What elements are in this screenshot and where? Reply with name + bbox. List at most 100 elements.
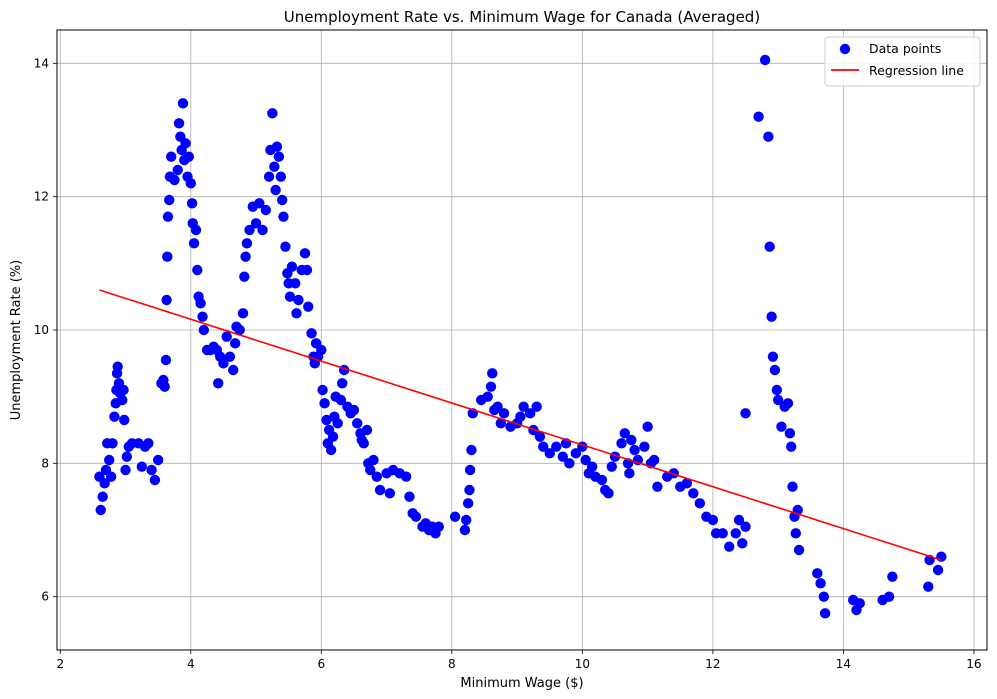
data-point xyxy=(449,511,461,522)
data-point xyxy=(365,464,376,476)
data-point xyxy=(371,471,382,482)
data-point xyxy=(213,378,224,389)
data-point xyxy=(753,111,764,122)
data-point xyxy=(198,324,210,336)
data-point xyxy=(854,598,865,609)
data-point xyxy=(580,454,591,466)
data-point xyxy=(159,381,170,392)
data-point xyxy=(551,441,562,452)
data-point xyxy=(790,528,801,539)
data-point xyxy=(166,151,177,162)
data-point xyxy=(883,591,895,602)
x-tick-label: 8 xyxy=(448,657,456,671)
data-point xyxy=(495,418,506,429)
data-point xyxy=(183,151,195,162)
data-point xyxy=(109,411,120,422)
data-point xyxy=(348,404,360,416)
legend: Data points Regression line xyxy=(824,36,981,87)
data-point xyxy=(485,381,497,392)
data-point xyxy=(461,514,472,526)
data-point xyxy=(515,411,526,422)
data-point xyxy=(164,194,175,206)
data-point xyxy=(327,431,339,442)
data-point xyxy=(782,398,794,409)
data-point xyxy=(221,331,232,342)
data-point xyxy=(482,391,493,402)
data-point xyxy=(162,251,173,262)
data-point xyxy=(276,194,288,206)
data-point xyxy=(195,298,206,309)
data-point xyxy=(626,434,637,446)
chart-title: Unemployment Rate vs. Minimum Wage for C… xyxy=(284,8,760,26)
y-tick-label: 14 xyxy=(34,56,49,70)
data-point xyxy=(557,451,568,462)
data-point xyxy=(923,581,934,592)
data-point xyxy=(254,198,265,209)
data-point xyxy=(462,498,474,509)
x-tick-label: 10 xyxy=(575,657,590,671)
legend-label-points: Data points xyxy=(869,41,941,56)
data-point xyxy=(616,438,627,449)
y-axis-ticks: 6 8 10 12 14 xyxy=(34,56,57,604)
data-point xyxy=(337,378,348,389)
data-point xyxy=(290,278,301,289)
data-point xyxy=(306,328,317,339)
data-point xyxy=(564,458,575,469)
data-point xyxy=(317,384,328,396)
data-point xyxy=(95,504,106,516)
x-tick-label: 6 xyxy=(317,657,325,671)
data-point xyxy=(244,224,255,236)
data-point xyxy=(668,468,679,479)
data-point xyxy=(596,474,608,486)
data-point xyxy=(293,294,304,306)
y-axis-label: Unemployment Rate (%) xyxy=(9,260,24,421)
data-point xyxy=(335,394,347,406)
data-point xyxy=(269,161,280,172)
data-point xyxy=(688,488,699,499)
data-point xyxy=(188,238,200,249)
data-point xyxy=(275,171,287,182)
data-point xyxy=(120,464,131,476)
data-point xyxy=(570,448,582,459)
data-point xyxy=(772,394,784,406)
data-point xyxy=(887,571,898,582)
legend-box xyxy=(824,36,981,87)
data-point xyxy=(400,471,412,482)
data-point xyxy=(740,521,751,532)
data-point xyxy=(146,464,157,476)
x-axis-ticks: 2 4 6 8 10 12 14 16 xyxy=(56,650,982,671)
x-axis-label: Minimum Wage ($) xyxy=(460,676,583,691)
data-point xyxy=(629,444,640,456)
data-point xyxy=(707,514,719,526)
data-point xyxy=(286,261,298,272)
data-point xyxy=(518,401,529,412)
data-point xyxy=(332,418,343,429)
data-point xyxy=(784,428,796,439)
data-point xyxy=(648,454,660,466)
data-point xyxy=(240,251,251,262)
data-point xyxy=(316,344,327,356)
data-point xyxy=(284,291,296,302)
data-point xyxy=(119,414,130,426)
data-point xyxy=(250,218,262,229)
data-point xyxy=(534,431,546,442)
data-points xyxy=(94,54,947,619)
data-point xyxy=(544,448,555,459)
data-point xyxy=(143,438,154,449)
data-point xyxy=(321,414,332,426)
data-point xyxy=(241,238,253,249)
data-point xyxy=(234,324,245,336)
data-point xyxy=(619,428,630,439)
data-point xyxy=(464,484,475,496)
data-point xyxy=(263,171,275,182)
data-point xyxy=(776,421,787,432)
data-point xyxy=(228,364,239,376)
data-point xyxy=(932,564,944,576)
data-point xyxy=(121,451,133,462)
data-point xyxy=(229,338,241,349)
data-point xyxy=(639,441,650,452)
data-point xyxy=(769,364,781,376)
regression-line-group xyxy=(99,289,942,561)
data-point xyxy=(624,468,635,479)
